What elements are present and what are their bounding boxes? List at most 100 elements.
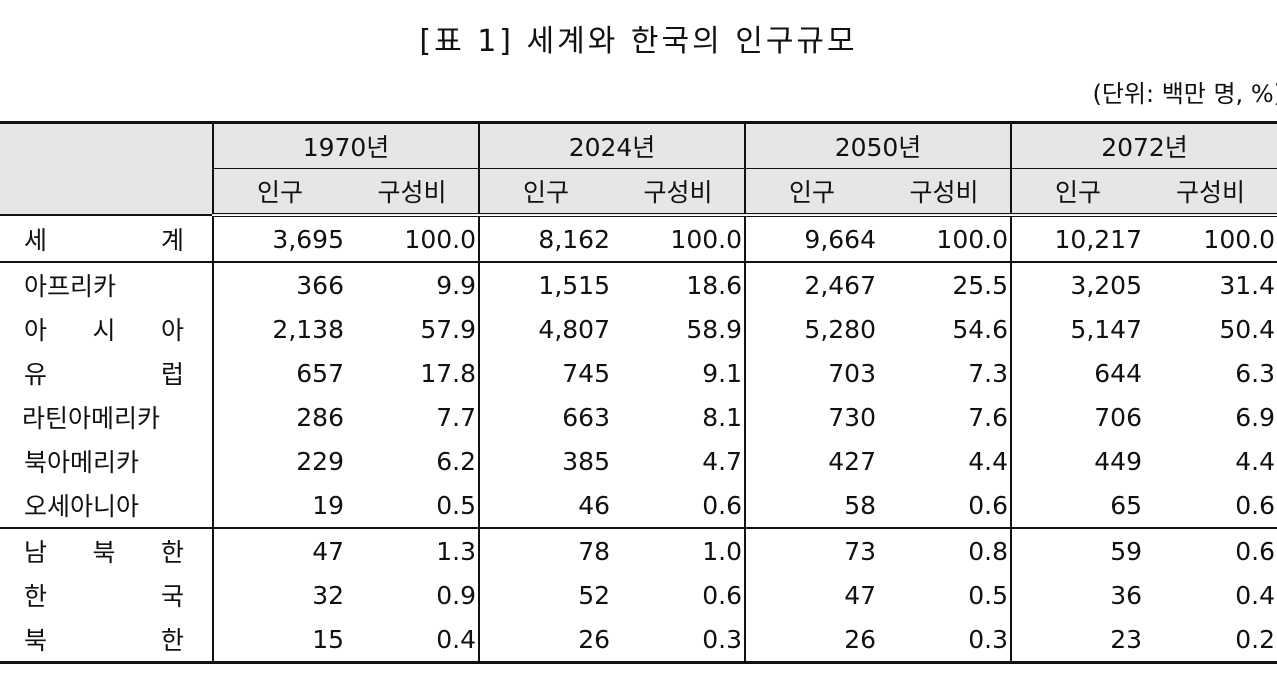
- cell: 8.1: [702, 402, 742, 432]
- cell: 6.3: [1235, 358, 1275, 388]
- cell: 703: [744, 351, 878, 395]
- table-row: 라틴아메리카 286 7.7 663 8.1 730 7.6 706 6.9: [0, 395, 1277, 439]
- cell: 19: [212, 483, 346, 528]
- cell: 26: [478, 617, 612, 664]
- cell: 366: [212, 261, 346, 307]
- cell: 1,515: [478, 261, 612, 307]
- sub-header: 인구: [212, 168, 346, 217]
- cell: 385: [478, 439, 612, 483]
- cell: 47: [212, 527, 346, 573]
- cell: 730: [744, 395, 878, 439]
- cell: 6.9: [1235, 402, 1275, 432]
- cell: 5,280: [744, 307, 878, 351]
- row-label: 유 럽: [24, 360, 184, 389]
- cell: 4,807: [478, 307, 612, 351]
- cell: 52: [478, 573, 612, 617]
- unit-note: (단위: 백만 명, %): [1092, 80, 1277, 108]
- cell: 78: [478, 527, 612, 573]
- cell: 59: [1010, 527, 1144, 573]
- year-header: 2072년: [1010, 121, 1277, 169]
- cell: 47: [744, 573, 878, 617]
- table-row: 세 계 3,695 100.0 8,162 100.0 9,664 100.0 10,217 1…: [0, 214, 1277, 262]
- cell: 5,147: [1010, 307, 1144, 351]
- table-row: 북아메리카 229 6.2 385 4.7 427 4.4 449 4.4: [0, 439, 1277, 483]
- cell: 0.3: [878, 617, 1011, 664]
- table-row: 남 북 한 47 1.3 78 1.0 73 0.8 59 0.6: [0, 527, 1277, 573]
- sub-header: 인구: [1010, 168, 1144, 217]
- cell: 0.9: [436, 580, 476, 610]
- cell: 706: [1010, 395, 1144, 439]
- cell: 0.6: [702, 490, 742, 520]
- cell: 54.6: [952, 314, 1008, 344]
- cell: 3,205: [1010, 261, 1144, 307]
- cell: 0.4: [1235, 580, 1275, 610]
- table-row: 북 한 15 0.4 26 0.3 26 0.3 23 0.2: [0, 617, 1277, 664]
- cell: 46: [478, 483, 612, 528]
- cell: 4.4: [1235, 446, 1275, 476]
- cell: 4.4: [968, 446, 1008, 476]
- corner-cell: [0, 121, 213, 215]
- cell: 657: [212, 351, 346, 395]
- cell: 663: [478, 395, 612, 439]
- cell: 745: [478, 351, 612, 395]
- cell: 32: [212, 573, 346, 617]
- cell: 229: [212, 439, 346, 483]
- cell: 36: [1010, 573, 1144, 617]
- cell: 0.6: [702, 580, 742, 610]
- sub-header: 구성비: [878, 168, 1011, 217]
- cell: 6.2: [436, 446, 476, 476]
- table-body: 세 계 3,695 100.0 8,162 100.0 9,664 100.0 10,217 1…: [0, 214, 1277, 664]
- cell: 0.5: [968, 580, 1008, 610]
- cell: 100.0: [346, 214, 479, 262]
- cell: 58.9: [686, 314, 742, 344]
- cell: 0.8: [878, 527, 1011, 573]
- cell: 0.2: [1144, 617, 1277, 664]
- row-label: 남 북 한: [0, 527, 213, 573]
- table-header: 1970년 2024년 2050년 2072년 인구 구성비 인구 구성비 인구 구성비 인구 구성…: [0, 121, 1277, 217]
- cell: 3,695: [212, 214, 346, 262]
- row-label: 아프리카: [0, 261, 213, 307]
- table-row: 유 럽 657 17.8 745 9.1 703 7.3 644 6.3: [0, 351, 1277, 395]
- cell: 7.6: [968, 402, 1008, 432]
- sub-header: 인구: [744, 168, 878, 217]
- cell: 57.9: [420, 314, 476, 344]
- cell: 1.0: [612, 527, 745, 573]
- cell: 17.8: [420, 358, 476, 388]
- row-label: 북아메리카: [24, 448, 140, 477]
- cell: 0.6: [1144, 527, 1277, 573]
- sub-header: 구성비: [1144, 168, 1277, 217]
- sub-header: 구성비: [346, 168, 479, 217]
- year-header: 2024년: [478, 121, 745, 169]
- cell: 15: [212, 617, 346, 664]
- row-label: 라틴아메리카: [22, 404, 161, 433]
- cell: 4.7: [702, 446, 742, 476]
- cell: 8,162: [478, 214, 612, 262]
- cell: 65: [1010, 483, 1144, 528]
- cell: 18.6: [612, 261, 745, 307]
- cell: 50.4: [1219, 314, 1275, 344]
- cell: 25.5: [878, 261, 1011, 307]
- cell: 7.7: [436, 402, 476, 432]
- table-row: 아 시 아 2,138 57.9 4,807 58.9 5,280 54.6 5,147 50.…: [0, 307, 1277, 351]
- cell: 427: [744, 439, 878, 483]
- cell: 100.0: [1144, 214, 1277, 262]
- cell: 286: [212, 395, 346, 439]
- year-header: 2050년: [744, 121, 1011, 169]
- table-row: 한 국 32 0.9 52 0.6 47 0.5 36 0.4: [0, 573, 1277, 617]
- row-label: 오세아니아: [24, 492, 140, 521]
- title: [표 1] 세계와 한국의 인구규모: [419, 24, 858, 59]
- cell: 644: [1010, 351, 1144, 395]
- cell: 0.4: [346, 617, 479, 664]
- cell: 9.9: [346, 261, 479, 307]
- cell: 0.5: [436, 490, 476, 520]
- cell: 9.1: [702, 358, 742, 388]
- cell: 0.6: [968, 490, 1008, 520]
- cell: 0.3: [612, 617, 745, 664]
- row-label: 세 계: [0, 214, 213, 262]
- table-row: 아프리카 366 9.9 1,515 18.6 2,467 25.5 3,205 31.4: [0, 261, 1277, 307]
- sub-header: 인구: [478, 168, 612, 217]
- row-label: 한 국: [24, 582, 184, 611]
- cell: 1.3: [346, 527, 479, 573]
- cell: 26: [744, 617, 878, 664]
